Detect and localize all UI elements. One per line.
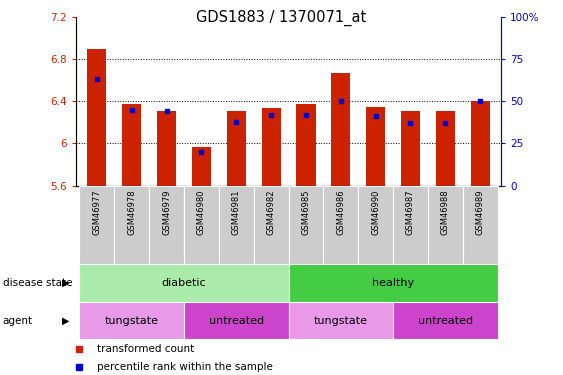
Bar [366, 106, 385, 186]
Text: ▶: ▶ [62, 278, 69, 288]
Text: GSM46988: GSM46988 [441, 190, 450, 235]
Bar [331, 73, 350, 186]
Bar [79, 186, 114, 264]
Bar [296, 104, 315, 186]
Bar [358, 186, 393, 264]
Text: healthy: healthy [372, 278, 414, 288]
Text: GSM46980: GSM46980 [197, 190, 206, 235]
Text: GSM46987: GSM46987 [406, 190, 415, 235]
Bar [289, 264, 498, 302]
Bar [79, 302, 184, 339]
Text: percentile rank within the sample: percentile rank within the sample [97, 362, 272, 372]
Bar [254, 186, 289, 264]
Text: GSM46989: GSM46989 [476, 190, 485, 235]
Text: GSM46977: GSM46977 [92, 190, 101, 235]
Bar [323, 186, 358, 264]
Bar [393, 186, 428, 264]
Bar [79, 264, 289, 302]
Text: GSM46982: GSM46982 [267, 190, 276, 235]
Text: ▶: ▶ [62, 316, 69, 326]
Bar [401, 111, 420, 186]
Bar [87, 48, 106, 186]
Text: untreated: untreated [209, 316, 264, 326]
Text: GSM46986: GSM46986 [336, 190, 345, 235]
Text: GSM46985: GSM46985 [301, 190, 310, 235]
Text: GSM46978: GSM46978 [127, 190, 136, 235]
Bar [184, 186, 219, 264]
Bar [436, 111, 455, 186]
Text: agent: agent [3, 316, 33, 326]
Bar [227, 111, 246, 186]
Bar [184, 302, 289, 339]
Bar [471, 101, 490, 186]
Bar [428, 186, 463, 264]
Text: GSM46979: GSM46979 [162, 190, 171, 235]
Text: tungstate: tungstate [105, 316, 159, 326]
Text: GDS1883 / 1370071_at: GDS1883 / 1370071_at [196, 9, 367, 26]
Bar [393, 302, 498, 339]
Text: tungstate: tungstate [314, 316, 368, 326]
Text: transformed count: transformed count [97, 344, 194, 354]
Bar [192, 147, 211, 186]
Bar [157, 111, 176, 186]
Bar [289, 186, 323, 264]
Bar [262, 108, 281, 186]
Bar [219, 186, 254, 264]
Text: GSM46990: GSM46990 [371, 190, 380, 235]
Bar [463, 186, 498, 264]
Bar [122, 104, 141, 186]
Text: disease state: disease state [3, 278, 72, 288]
Bar [114, 186, 149, 264]
Text: GSM46981: GSM46981 [232, 190, 241, 235]
Text: untreated: untreated [418, 316, 473, 326]
Text: diabetic: diabetic [162, 278, 206, 288]
Bar [289, 302, 393, 339]
Bar [149, 186, 184, 264]
